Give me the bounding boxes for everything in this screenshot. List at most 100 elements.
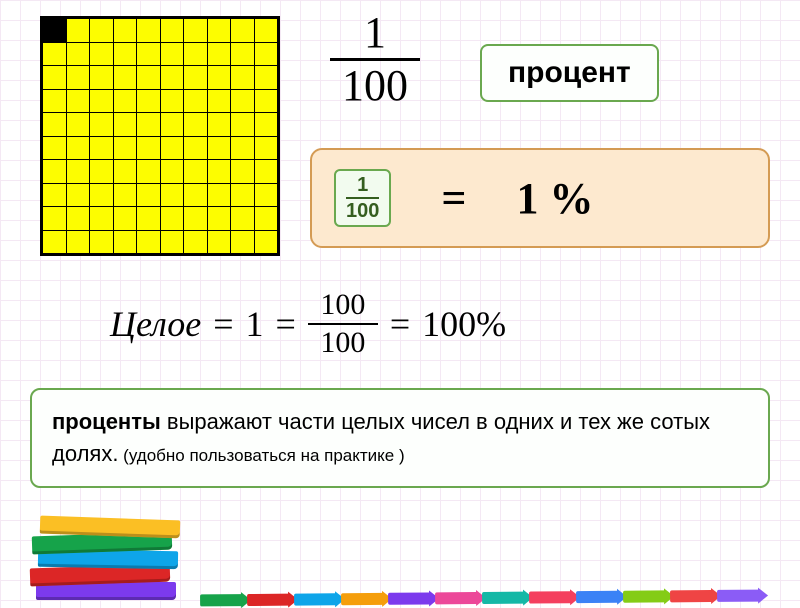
grid-cell xyxy=(43,160,66,183)
grid-cell xyxy=(161,113,184,136)
grid-cell xyxy=(90,160,113,183)
grid-cell xyxy=(67,66,90,89)
grid-cell xyxy=(208,231,231,254)
grid-cell xyxy=(43,90,66,113)
small-fraction: 1 100 xyxy=(334,169,391,227)
grid-cell xyxy=(231,231,254,254)
eq3: = xyxy=(390,303,410,345)
grid-cell xyxy=(255,19,278,42)
grid-cell xyxy=(208,160,231,183)
grid-cell xyxy=(114,231,137,254)
grid-cell xyxy=(184,66,207,89)
grid-cell xyxy=(161,160,184,183)
grid-cell xyxy=(255,137,278,160)
books-icon xyxy=(30,500,190,600)
grid-cell xyxy=(255,231,278,254)
grid-cell xyxy=(161,137,184,160)
grid-cell xyxy=(114,113,137,136)
small-fraction-num: 1 xyxy=(346,175,379,195)
percent-badge: процент xyxy=(480,44,659,102)
grid-cell xyxy=(208,137,231,160)
pencil xyxy=(294,593,337,605)
grid-cell xyxy=(255,113,278,136)
grid-cell xyxy=(67,207,90,230)
grid-cell xyxy=(90,113,113,136)
grid-cell xyxy=(184,231,207,254)
grid-cell xyxy=(184,184,207,207)
grid-cell xyxy=(231,137,254,160)
grid-cell xyxy=(114,90,137,113)
grid-cell xyxy=(231,207,254,230)
grid-cell xyxy=(161,90,184,113)
hundred-den: 100 xyxy=(320,328,365,358)
grid-cell xyxy=(161,207,184,230)
grid-cell xyxy=(161,19,184,42)
grid-cell xyxy=(137,66,160,89)
equals-sign: = xyxy=(441,173,466,224)
grid-cell xyxy=(161,231,184,254)
definition-lead: проценты xyxy=(52,409,161,434)
grid-cell xyxy=(255,184,278,207)
grid-cell xyxy=(231,19,254,42)
small-fraction-den: 100 xyxy=(346,201,379,221)
grid-cell xyxy=(208,66,231,89)
hundred-num: 100 xyxy=(320,290,365,320)
pencils-icon xyxy=(200,572,760,607)
grid-cell xyxy=(114,137,137,160)
grid-cell xyxy=(114,66,137,89)
grid-cell xyxy=(67,113,90,136)
grid-cell xyxy=(67,160,90,183)
grid-cell xyxy=(208,19,231,42)
hundred-fraction: 100 100 xyxy=(308,290,378,358)
pencil xyxy=(717,590,760,602)
pencil xyxy=(435,592,478,604)
hundred-grid xyxy=(40,16,280,256)
pencil xyxy=(482,592,525,604)
grid-cell xyxy=(184,43,207,66)
grid-cell xyxy=(208,90,231,113)
grid-cell xyxy=(231,43,254,66)
grid-cell xyxy=(67,137,90,160)
grid-cell xyxy=(255,43,278,66)
grid-cell xyxy=(43,113,66,136)
grid-cell xyxy=(208,43,231,66)
fraction-numerator: 1 xyxy=(330,10,420,56)
hundred-bar xyxy=(308,323,378,325)
fraction-denominator: 100 xyxy=(330,63,420,109)
grid-cell xyxy=(114,43,137,66)
grid-cell xyxy=(184,19,207,42)
grid-cell xyxy=(90,207,113,230)
grid-cell xyxy=(137,137,160,160)
hundred-percent: 100% xyxy=(422,303,506,345)
grid-cell xyxy=(137,231,160,254)
pencil xyxy=(200,594,243,606)
grid-cell xyxy=(67,19,90,42)
grid-cell xyxy=(137,43,160,66)
pencil xyxy=(623,590,666,602)
grid-cell xyxy=(43,184,66,207)
grid-cell xyxy=(137,90,160,113)
whole-word: Целое xyxy=(110,303,201,345)
pencil xyxy=(670,590,713,602)
grid-cell xyxy=(90,43,113,66)
grid-cell xyxy=(208,207,231,230)
grid-cell xyxy=(161,43,184,66)
fraction-one-hundredth: 1 100 xyxy=(330,10,420,109)
grid-cell xyxy=(184,90,207,113)
grid-cell xyxy=(43,137,66,160)
grid-cell xyxy=(67,231,90,254)
grid-cell xyxy=(231,184,254,207)
grid-cell xyxy=(231,113,254,136)
grid-cell xyxy=(255,160,278,183)
grid-cell xyxy=(67,43,90,66)
grid-cell xyxy=(184,207,207,230)
grid-cell xyxy=(208,184,231,207)
grid-cell xyxy=(137,160,160,183)
small-fraction-bar xyxy=(346,197,379,199)
grid-cell xyxy=(114,184,137,207)
grid-cell xyxy=(114,19,137,42)
equation-box: 1 100 = 1 % xyxy=(310,148,770,248)
grid-cell xyxy=(184,160,207,183)
grid-cell xyxy=(255,66,278,89)
pencil xyxy=(388,592,431,604)
